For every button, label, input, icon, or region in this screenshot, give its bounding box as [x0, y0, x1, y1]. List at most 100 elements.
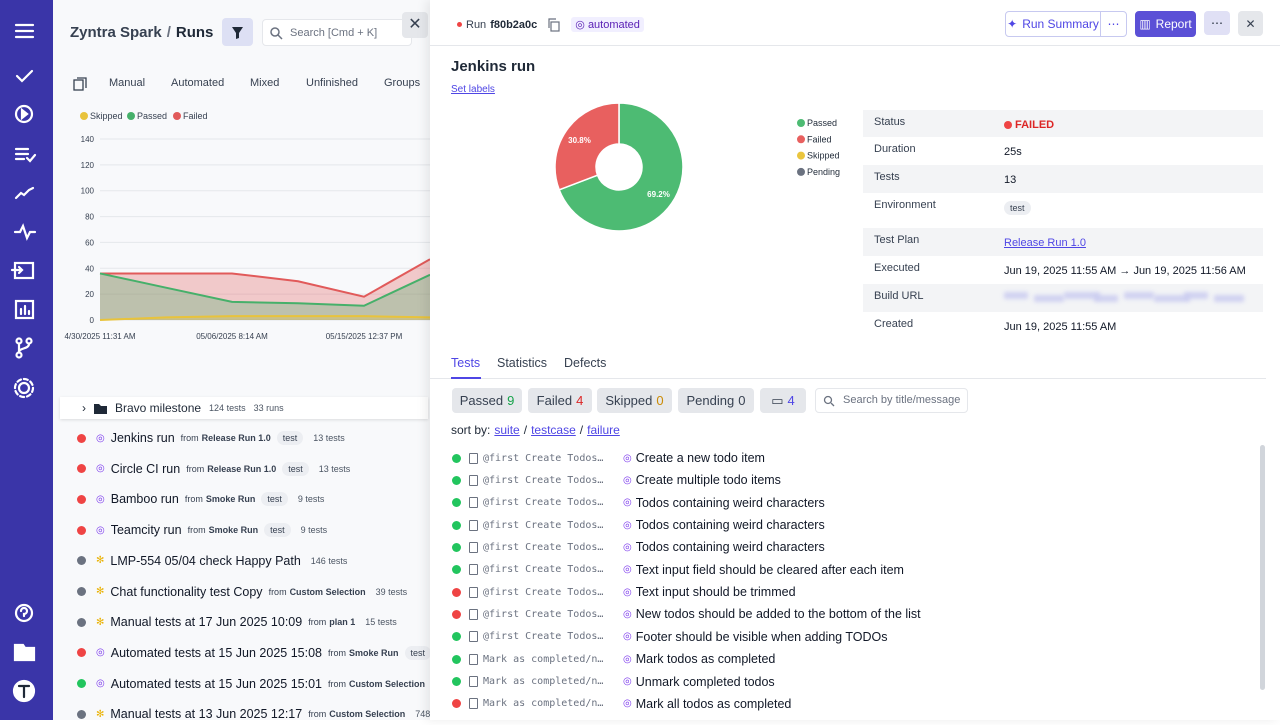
- search-placeholder: Search [Cmd + K]: [290, 27, 378, 39]
- detail-tab[interactable]: Statistics: [497, 356, 548, 370]
- filter-count: 0: [656, 393, 664, 408]
- filter-button[interactable]: Failed 4: [528, 388, 592, 413]
- run-row[interactable]: ◎ Circle CI run from Release Run 1.0 test 13 …: [77, 459, 350, 479]
- run-tab[interactable]: Groups: [384, 77, 421, 89]
- test-row[interactable]: @first Create Todos… ◎ Footer should be vi…: [451, 628, 1251, 646]
- filter-button[interactable]: Pending 0: [678, 388, 754, 413]
- legend-swatch: [173, 112, 181, 120]
- run-source: plan 1: [329, 617, 356, 628]
- slice-label: 69.2%: [647, 190, 670, 199]
- test-row[interactable]: Mark as completed/n… ◎ Unmark completed to…: [451, 673, 1251, 691]
- status-icon: [77, 556, 86, 566]
- status-dot: [1004, 121, 1012, 129]
- legend-swatch: [797, 135, 805, 144]
- doc-icon: [469, 519, 478, 531]
- test-title: Create multiple todo items: [635, 473, 781, 488]
- test-row[interactable]: @first Create Todos… ◎ Todos containing we…: [451, 538, 1251, 556]
- status-icon: [452, 498, 461, 508]
- test-row[interactable]: @first Create Todos… ◎ New todos should be…: [451, 605, 1251, 623]
- run-name: Manual tests at 17 Jun 2025 10:09: [110, 615, 303, 630]
- kind-icon: ◎: [623, 541, 632, 553]
- kind-icon: ◎: [623, 653, 632, 665]
- test-row[interactable]: @first Create Todos… ◎ Text input should b…: [451, 583, 1251, 601]
- search-icon: [270, 27, 283, 40]
- set-labels[interactable]: Set labels: [451, 84, 495, 95]
- test-row[interactable]: @first Create Todos… ◎ Text input field sh…: [451, 561, 1251, 579]
- run-from: from Smoke Run: [328, 648, 399, 658]
- test-row[interactable]: @first Create Todos… ◎ Todos containing we…: [451, 516, 1251, 534]
- run-tab[interactable]: Manual: [109, 77, 146, 89]
- summary-menu[interactable]: ⋯: [1100, 11, 1127, 37]
- kind-icon: ✻: [96, 708, 105, 720]
- run-tab[interactable]: Unfinished: [306, 77, 358, 89]
- comments-filter[interactable]: ▭ 4: [760, 388, 806, 413]
- milestone-runs: 33 runs: [253, 403, 284, 413]
- run-tab[interactable]: Automated: [171, 77, 225, 89]
- test-row[interactable]: @first Create Todos… ◎ Todos containing we…: [451, 494, 1251, 512]
- filter-button[interactable]: [222, 18, 253, 46]
- run-row[interactable]: ◎ Teamcity run from Smoke Run test 9 tests: [77, 520, 327, 540]
- run-row[interactable]: ◎ Jenkins run from Release Run 1.0 test 13 te…: [77, 428, 345, 448]
- run-row[interactable]: ◎ Bamboo run from Smoke Run test 9 tests: [77, 489, 324, 509]
- compare-icon[interactable]: [73, 77, 87, 91]
- kind-icon: ✻: [96, 586, 105, 597]
- run-row[interactable]: ◎ Automated tests at 15 Jun 2025 15:01 fro…: [77, 674, 425, 694]
- detail-tab[interactable]: Tests: [451, 356, 481, 370]
- kind-icon: ◎: [623, 631, 632, 643]
- milestone-name: Bravo milestone: [115, 401, 202, 415]
- test-row[interactable]: Mark as completed/n… ◎ Mark all todos as c…: [451, 695, 1251, 713]
- more-button[interactable]: ⋯: [1204, 11, 1230, 35]
- pie-slice: [554, 102, 620, 191]
- from-label: from: [268, 586, 287, 597]
- status-icon: [452, 677, 461, 686]
- sort-option[interactable]: testcase: [531, 423, 576, 437]
- run-row[interactable]: ✻ Manual tests at 17 Jun 2025 10:09 from pl…: [77, 612, 397, 632]
- copy-icon[interactable]: [547, 17, 561, 32]
- run-from: from Custom Selection: [269, 587, 366, 597]
- test-row[interactable]: @first Create Todos… ◎ Create multiple tod…: [451, 471, 1251, 489]
- filter-button[interactable]: Passed 9: [452, 388, 522, 413]
- run-row[interactable]: ✻ Manual tests at 13 Jun 2025 12:17 from Cu…: [77, 704, 430, 720]
- run-name: Chat functionality test Copy: [110, 584, 263, 599]
- run-source: Release Run 1.0: [201, 433, 271, 443]
- sort-option[interactable]: failure: [587, 423, 620, 437]
- legend-swatch: [797, 119, 805, 127]
- filter-icon: [232, 27, 243, 39]
- tab-underline: [451, 377, 481, 379]
- report-text: Report: [1155, 17, 1192, 31]
- report-button[interactable]: ▥ Report: [1135, 11, 1196, 37]
- test-suite: @first Create Todos…: [483, 541, 604, 553]
- legend-label: Passed: [807, 118, 837, 128]
- run-row[interactable]: ✻ Chat functionality test Copy from Custom …: [77, 582, 407, 602]
- close-button[interactable]: ✕: [402, 12, 428, 38]
- kind-icon: ✻: [96, 555, 105, 567]
- slice-label: 30.8%: [568, 136, 591, 145]
- report-icon: ▥: [1139, 17, 1151, 31]
- milestone-row[interactable]: › Bravo milestone 124 tests 33 runs: [60, 397, 428, 419]
- filter-button[interactable]: Skipped 0: [597, 388, 672, 413]
- sort-option[interactable]: suite: [494, 423, 520, 437]
- status-icon: [452, 542, 461, 552]
- blurred-url: [1184, 292, 1208, 299]
- blurred-url: [1124, 292, 1154, 299]
- plan-link[interactable]: Release Run 1.0: [1004, 237, 1086, 249]
- search-box[interactable]: Search [Cmd + K]: [262, 19, 412, 46]
- run-row[interactable]: ◎ Automated tests at 15 Jun 2025 15:08 fro…: [77, 643, 430, 663]
- close-detail[interactable]: ✕: [1238, 11, 1263, 36]
- run-summary-button[interactable]: ✦ Run Summary: [1005, 11, 1101, 37]
- test-row[interactable]: Mark as completed/n… ◎ Mark todos as compl…: [451, 650, 1251, 668]
- test-row[interactable]: @first Create Todos… ◎ Create a new todo i…: [451, 449, 1251, 467]
- detail-tab[interactable]: Defects: [564, 356, 607, 370]
- detail-label: Test Plan: [874, 234, 920, 246]
- brand[interactable]: Zyntra Spark: [70, 24, 162, 41]
- env-text: test: [1010, 203, 1025, 213]
- sort-separator: /: [579, 423, 584, 437]
- env-tag: test: [276, 431, 304, 445]
- run-tab[interactable]: Mixed: [250, 77, 280, 89]
- folder-icon: [94, 403, 107, 414]
- tag-text: test: [282, 433, 298, 443]
- test-search[interactable]: Search by title/message: [815, 388, 968, 413]
- run-row[interactable]: ✻ LMP-554 05/04 check Happy Path 146 tests: [77, 551, 347, 571]
- test-count: 39 tests: [375, 586, 408, 597]
